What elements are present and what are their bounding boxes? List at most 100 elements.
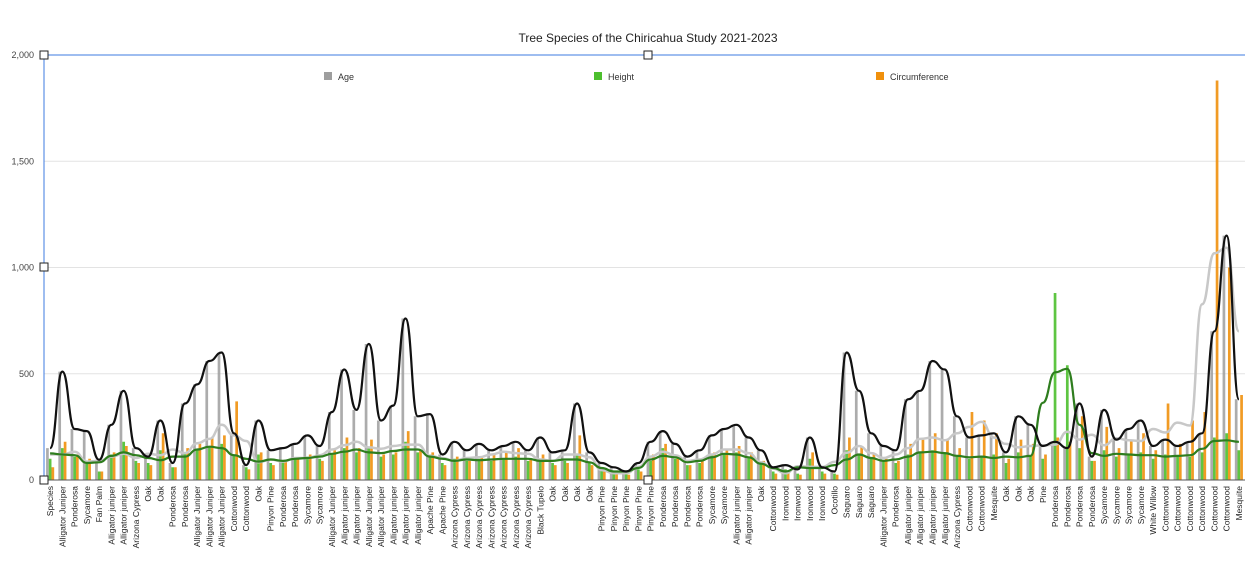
- x-tick-label: Ponderosa: [290, 486, 300, 527]
- bar-circumference: [1031, 443, 1035, 481]
- bar-height: [379, 456, 383, 481]
- bar-age: [217, 352, 221, 480]
- bar-height: [1078, 448, 1081, 481]
- bar-age: [46, 448, 49, 481]
- bar-age: [475, 443, 478, 481]
- x-tick-label: Sycamore: [1136, 486, 1146, 525]
- bar-height: [1188, 456, 1192, 481]
- bar-circumference: [455, 456, 459, 481]
- bar-age: [1173, 446, 1177, 480]
- legend: Age Height Circumference: [324, 72, 949, 82]
- bar-circumference: [982, 420, 986, 480]
- x-tick-label: Alligator juniper: [388, 486, 398, 545]
- bar-circumference: [970, 412, 974, 480]
- bar-height: [1004, 463, 1008, 480]
- bar-age: [842, 352, 846, 480]
- bar-circumference: [1240, 395, 1243, 480]
- bar-circumference: [198, 443, 202, 481]
- x-tick-label: Ponderosa: [1062, 486, 1072, 527]
- bar-height: [281, 460, 285, 481]
- bar-height: [1176, 456, 1179, 481]
- y-tick-label: 2,000: [11, 50, 34, 60]
- bar-circumference: [762, 460, 765, 481]
- bar-height: [1127, 454, 1130, 480]
- x-tick-label: Sycamore: [82, 486, 92, 525]
- bar-circumference: [308, 454, 312, 480]
- bar-height: [624, 473, 628, 481]
- x-tick-label: Sycamore: [1111, 486, 1121, 525]
- bar-age: [560, 450, 564, 480]
- bar-height: [489, 460, 493, 481]
- bar-height: [967, 458, 971, 480]
- bar-height: [894, 463, 898, 480]
- bar-age: [732, 424, 736, 480]
- bar-circumference: [1044, 454, 1047, 480]
- x-tick-label: Alligator juniper: [915, 486, 925, 545]
- x-tick-label: Cottonwood: [1222, 486, 1232, 532]
- bar-circumference: [529, 458, 533, 480]
- x-tick-label: Pinyon Pine: [609, 486, 619, 532]
- bar-height: [502, 458, 505, 480]
- bar-height: [318, 458, 322, 480]
- age-trend-line: [49, 234, 1240, 473]
- bar-circumference: [125, 446, 128, 480]
- bar-age: [1234, 399, 1238, 480]
- x-tick-label: Oak: [572, 485, 582, 501]
- bar-age: [1075, 403, 1079, 480]
- bar-age: [168, 463, 172, 480]
- x-tick-label: Pinyon Pine: [621, 486, 631, 532]
- bar-age: [793, 469, 797, 481]
- bar-circumference: [823, 473, 827, 481]
- bar-age: [205, 361, 209, 480]
- bar-circumference: [835, 474, 839, 480]
- bar-height: [465, 460, 469, 481]
- x-tick-label: Ponderosa: [168, 486, 178, 527]
- bar-circumference: [137, 463, 140, 480]
- bar-circumference: [1093, 460, 1096, 481]
- bar-circumference: [995, 433, 998, 480]
- bar-age: [291, 443, 294, 481]
- x-tick-label: Apache Pine: [437, 486, 447, 534]
- bar-circumference: [382, 454, 386, 480]
- bar-height: [992, 454, 996, 480]
- bar-circumference: [1191, 420, 1194, 480]
- x-tick-label: Cottonwood: [1173, 486, 1183, 532]
- bar-circumference: [872, 454, 876, 480]
- bar-height: [342, 448, 346, 481]
- bar-circumference: [1227, 267, 1231, 480]
- bar-height: [906, 454, 910, 480]
- bar-height: [306, 456, 309, 481]
- bar-circumference: [553, 465, 557, 481]
- bar-height: [232, 454, 236, 480]
- bar-height: [1016, 452, 1020, 481]
- bar-height: [955, 456, 959, 481]
- x-tick-label: Alligator juniper: [928, 486, 938, 545]
- bar-height: [833, 473, 836, 481]
- bar-circumference: [394, 452, 398, 481]
- x-tick-label: Alligator juniper: [401, 486, 411, 545]
- bar-circumference: [725, 450, 729, 480]
- bar-circumference: [468, 460, 471, 481]
- bar-age: [854, 390, 858, 480]
- bar-height: [404, 441, 407, 480]
- x-tick-label: Cottonwood: [229, 486, 239, 532]
- bar-age: [585, 452, 589, 481]
- bar-height: [637, 469, 640, 481]
- x-tick-label: Arizona Cypress: [499, 486, 509, 548]
- bar-height: [612, 471, 616, 480]
- bar-height: [416, 452, 420, 481]
- x-tick-label: Ironwood: [780, 486, 790, 521]
- bar-height: [710, 454, 714, 480]
- bar-age: [830, 471, 834, 480]
- x-tick-label: Arizona Cypress: [474, 486, 484, 548]
- x-tick-label: Alligator Juniper: [879, 486, 889, 547]
- x-tick-label: Arizona Cypress: [952, 486, 962, 548]
- bar-height: [1090, 460, 1094, 481]
- y-tick-label: 500: [19, 369, 34, 379]
- bars-layer: [46, 80, 1243, 481]
- x-tick-label: Sycamore: [707, 486, 717, 525]
- bar-age: [634, 463, 638, 480]
- x-tick-label: Ironwood: [805, 486, 815, 521]
- x-tick-label: Ponderosa: [1050, 486, 1060, 527]
- bar-circumference: [1203, 412, 1207, 480]
